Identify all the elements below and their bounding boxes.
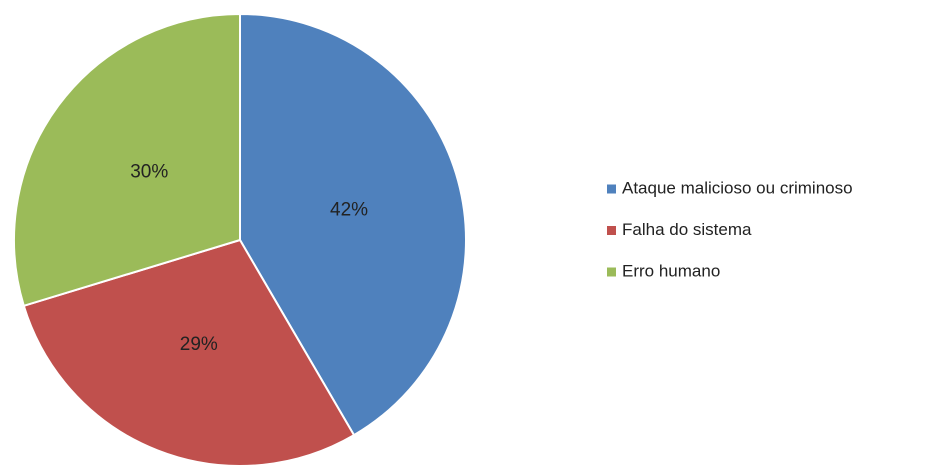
legend-swatch — [607, 226, 616, 235]
data-label: 29% — [180, 334, 218, 355]
pie-slice — [239, 12, 467, 437]
pie-slice — [13, 12, 241, 308]
data-label: 42% — [330, 199, 368, 220]
data-label: 30% — [130, 162, 168, 183]
legend-label: Ataque malicioso ou criminoso — [622, 178, 853, 197]
legend-swatch — [607, 184, 616, 194]
pie-slice — [22, 238, 356, 467]
legend-label: Falha do sistema — [622, 220, 752, 239]
legend-swatch — [607, 267, 616, 277]
legend-label: Erro humano — [622, 261, 720, 280]
